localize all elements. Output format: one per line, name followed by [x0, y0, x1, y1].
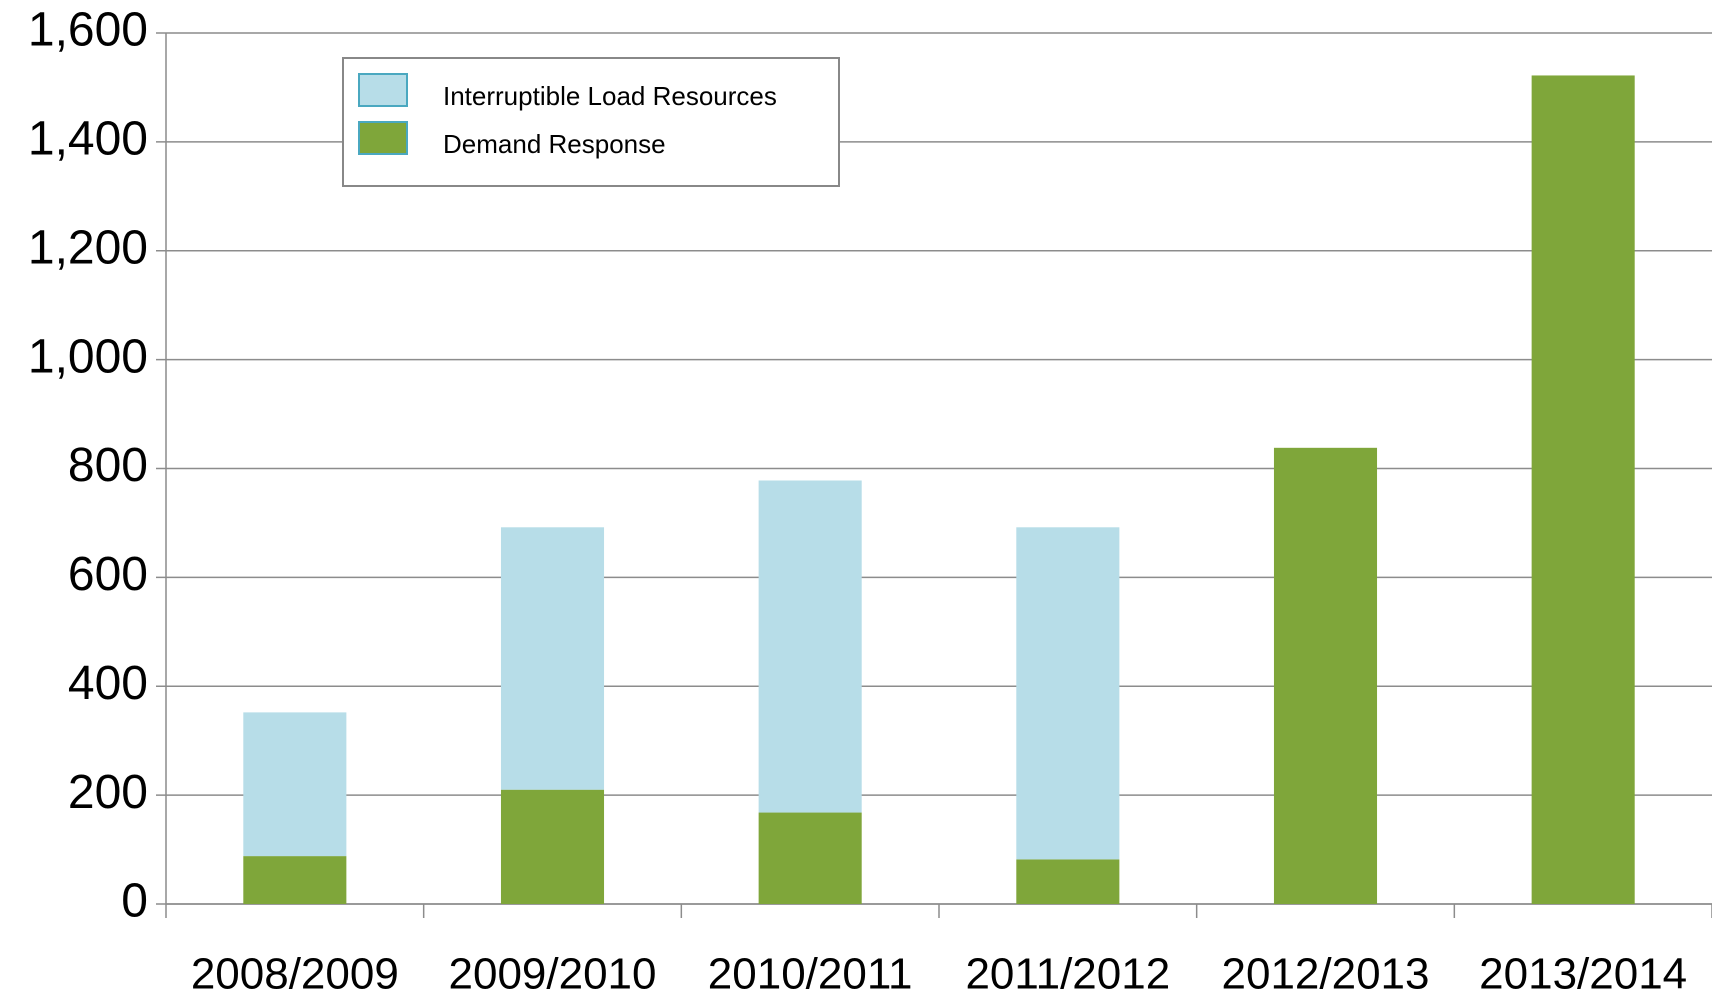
- y-tick-label: 600: [68, 548, 148, 601]
- y-tick-label: 800: [68, 439, 148, 492]
- bar-segment: [1273, 447, 1378, 904]
- y-tick-label: 1,000: [28, 330, 148, 383]
- x-tick-label: 2008/2009: [191, 950, 399, 999]
- legend-swatch: [358, 121, 408, 155]
- y-tick-label: 1,400: [28, 113, 148, 166]
- y-tick-label: 400: [68, 657, 148, 710]
- bar-segment: [243, 712, 347, 857]
- x-tick-label: 2013/2014: [1479, 950, 1687, 999]
- legend-label: Demand Response: [443, 129, 666, 159]
- bar-segment: [500, 789, 605, 904]
- x-tick-label: 2012/2013: [1222, 950, 1430, 999]
- y-tick-label: 1,200: [28, 221, 148, 274]
- y-tick-label: 1,600: [28, 4, 148, 57]
- x-tick-label: 2010/2011: [708, 950, 913, 999]
- bar-segment: [500, 527, 605, 790]
- x-tick-label: 2011/2012: [965, 950, 1170, 999]
- bar-segment: [758, 812, 862, 904]
- legend-label: Interruptible Load Resources: [443, 81, 777, 111]
- legend-box: [342, 57, 840, 187]
- bar-segment: [1016, 859, 1120, 904]
- bar-segment: [758, 480, 862, 813]
- bar-segment: [243, 856, 347, 904]
- bar-segment: [1531, 75, 1635, 905]
- legend-swatch: [358, 73, 408, 107]
- y-tick-label: 0: [121, 875, 148, 928]
- bar-segment: [1016, 527, 1120, 860]
- y-tick-label: 200: [68, 766, 148, 819]
- x-tick-label: 2009/2010: [449, 950, 657, 999]
